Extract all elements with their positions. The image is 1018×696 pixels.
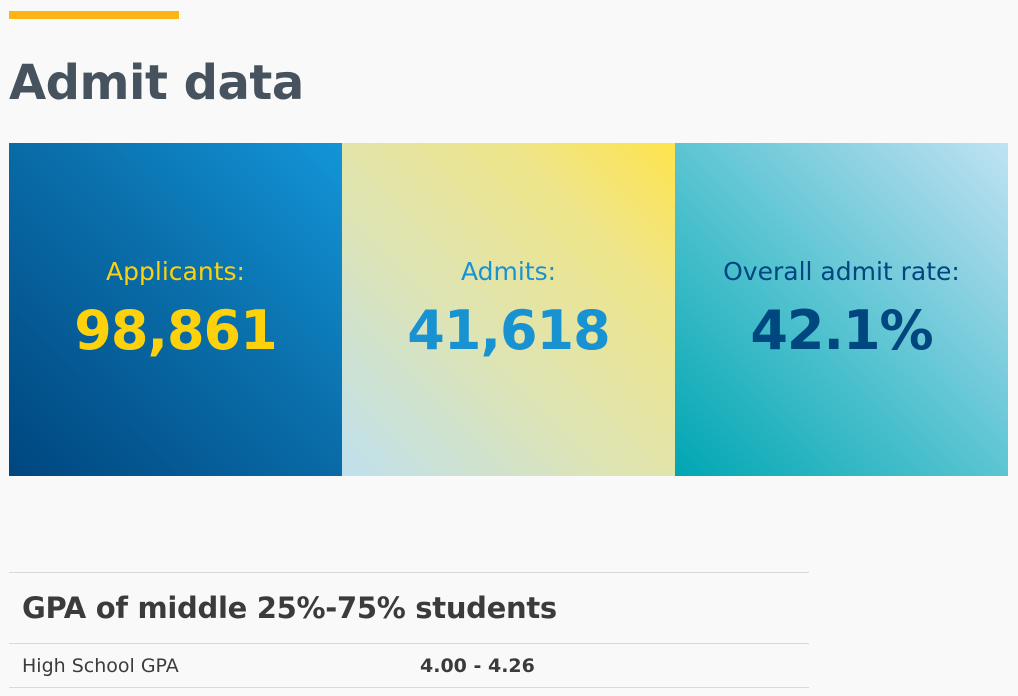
gpa-table: GPA of middle 25%-75% students High Scho… (9, 572, 809, 688)
admit-rate-label: Overall admit rate: (723, 256, 960, 286)
gpa-table-title: GPA of middle 25%-75% students (22, 591, 557, 625)
accent-bar (9, 11, 179, 19)
admits-value: 41,618 (407, 298, 610, 362)
applicants-stat: Applicants: 98,861 (9, 143, 342, 476)
admit-stats: Applicants: 98,861 Admits: 41,618 Overal… (9, 143, 1008, 476)
applicants-value: 98,861 (74, 298, 277, 362)
gpa-row-value: 4.00 - 4.26 (420, 654, 535, 677)
admit-rate-stat: Overall admit rate: 42.1% (675, 143, 1008, 476)
admits-label: Admits: (460, 256, 557, 286)
gpa-table-header: GPA of middle 25%-75% students (9, 572, 809, 644)
page-title: Admit data (9, 55, 304, 111)
table-row: High School GPA 4.00 - 4.26 (9, 644, 809, 688)
gpa-row-label: High School GPA (22, 654, 179, 677)
admit-rate-value: 42.1% (750, 298, 933, 362)
applicants-label: Applicants: (106, 256, 245, 286)
admits-stat: Admits: 41,618 (342, 143, 675, 476)
